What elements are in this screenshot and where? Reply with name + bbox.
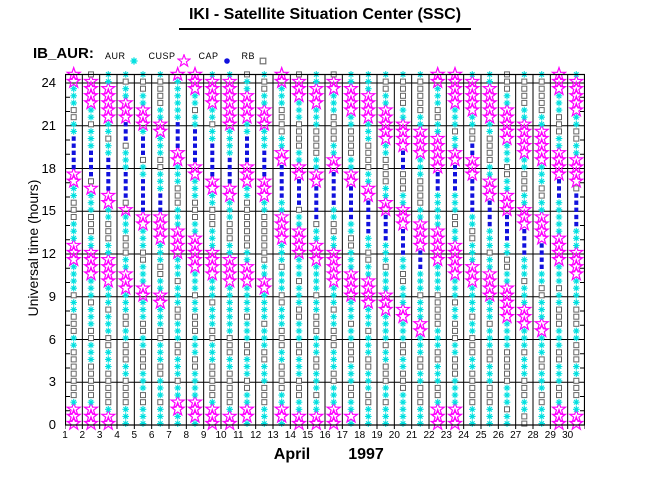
y-tick-label: 18 [41, 160, 56, 176]
day-column [118, 70, 133, 428]
x-day-label: 12 [250, 430, 262, 441]
x-day-label: 7 [166, 430, 172, 441]
day-column [222, 70, 237, 430]
x-day-label: 11 [233, 430, 244, 441]
day-column [517, 70, 532, 427]
y-tick-label: 21 [41, 117, 56, 133]
day-column [413, 70, 428, 428]
x-day-label: 13 [267, 430, 279, 441]
grid-layer [65, 74, 585, 429]
day-column [135, 70, 151, 428]
legend-label-aur: AUR [105, 51, 126, 61]
y-tick-label: 9 [48, 288, 56, 304]
legend-label-cusp: CUSP [148, 51, 176, 61]
y-tick-label: 0 [48, 417, 56, 432]
legend-item-cap: CAP [199, 50, 234, 68]
day-column [447, 66, 463, 430]
day-column [274, 66, 289, 428]
day-column [309, 70, 324, 430]
day-column [499, 71, 515, 428]
x-day-label: 17 [336, 430, 348, 441]
x-day-label: 14 [284, 430, 296, 441]
day-column [569, 70, 584, 430]
x-day-label: 4 [114, 430, 120, 441]
x-day-label: 23 [440, 430, 452, 441]
x-day-label: 20 [388, 430, 400, 441]
day-column [153, 70, 168, 428]
figure-title: IKI - Satellite Situation Center (SSC) [178, 6, 472, 30]
x-day-label: 1 [62, 430, 68, 441]
x-axis-month-label: April [273, 446, 311, 463]
x-day-label: 29 [544, 430, 556, 441]
x-day-label: 5 [131, 430, 138, 441]
dataset-label: IB_AUR: [33, 45, 94, 62]
x-day-label: 10 [215, 430, 227, 441]
x-day-label: 19 [371, 430, 383, 441]
day-column [378, 70, 393, 428]
day-column [551, 66, 567, 430]
legend-label-rb: RB [241, 51, 256, 61]
day-column [482, 70, 497, 428]
day-column [205, 70, 220, 430]
y-tick-label: 24 [41, 75, 56, 90]
day-column [101, 70, 116, 430]
x-day-label: 30 [562, 430, 574, 441]
x-day-label: 25 [475, 430, 487, 441]
cusp-star-icon [176, 54, 191, 68]
y-tick-label: 15 [41, 203, 56, 219]
x-day-label: 8 [183, 430, 190, 441]
x-day-label: 24 [458, 430, 470, 441]
x-day-label: 16 [319, 430, 331, 441]
x-day-label: 2 [79, 430, 86, 441]
x-day-label: 15 [302, 430, 314, 441]
legend-item-cusp: CUSP [149, 50, 191, 68]
day-column [187, 66, 203, 428]
day-column [66, 66, 81, 430]
figure-title-wrap: IKI - Satellite Situation Center (SSC) [0, 6, 650, 30]
cap-dot-icon [223, 58, 230, 64]
rb-square-icon [259, 57, 267, 65]
plot-canvas [65, 66, 585, 430]
y-tick-label: 6 [48, 331, 56, 347]
legend: AUR CUSP CAP RB [105, 50, 278, 68]
day-column [465, 70, 480, 428]
day-column [343, 70, 359, 428]
legend-item-rb: RB [242, 50, 271, 68]
x-day-label: 3 [96, 430, 103, 441]
aur-asterisk-icon [129, 57, 138, 65]
plot-frame [65, 73, 585, 426]
x-day-label: 6 [148, 430, 155, 441]
legend-item-aur: AUR [105, 50, 141, 68]
day-column [395, 70, 411, 428]
x-day-label: 22 [423, 430, 435, 441]
x-day-label: 28 [527, 430, 539, 441]
day-column [534, 70, 549, 428]
legend-label-cap: CAP [198, 51, 219, 61]
day-column [257, 70, 272, 428]
y-tick-label: 12 [41, 246, 56, 261]
day-column [430, 66, 445, 430]
x-day-label: 9 [200, 430, 207, 441]
y-tick-label: 3 [48, 374, 56, 390]
day-column [170, 66, 185, 428]
day-column [239, 71, 255, 428]
x-day-label: 27 [510, 430, 522, 441]
x-axis-year-label: 1997 [348, 446, 384, 463]
x-day-label: 21 [406, 430, 418, 441]
x-day-label: 26 [492, 430, 504, 441]
x-day-label: 18 [354, 430, 366, 441]
day-column [361, 70, 376, 428]
